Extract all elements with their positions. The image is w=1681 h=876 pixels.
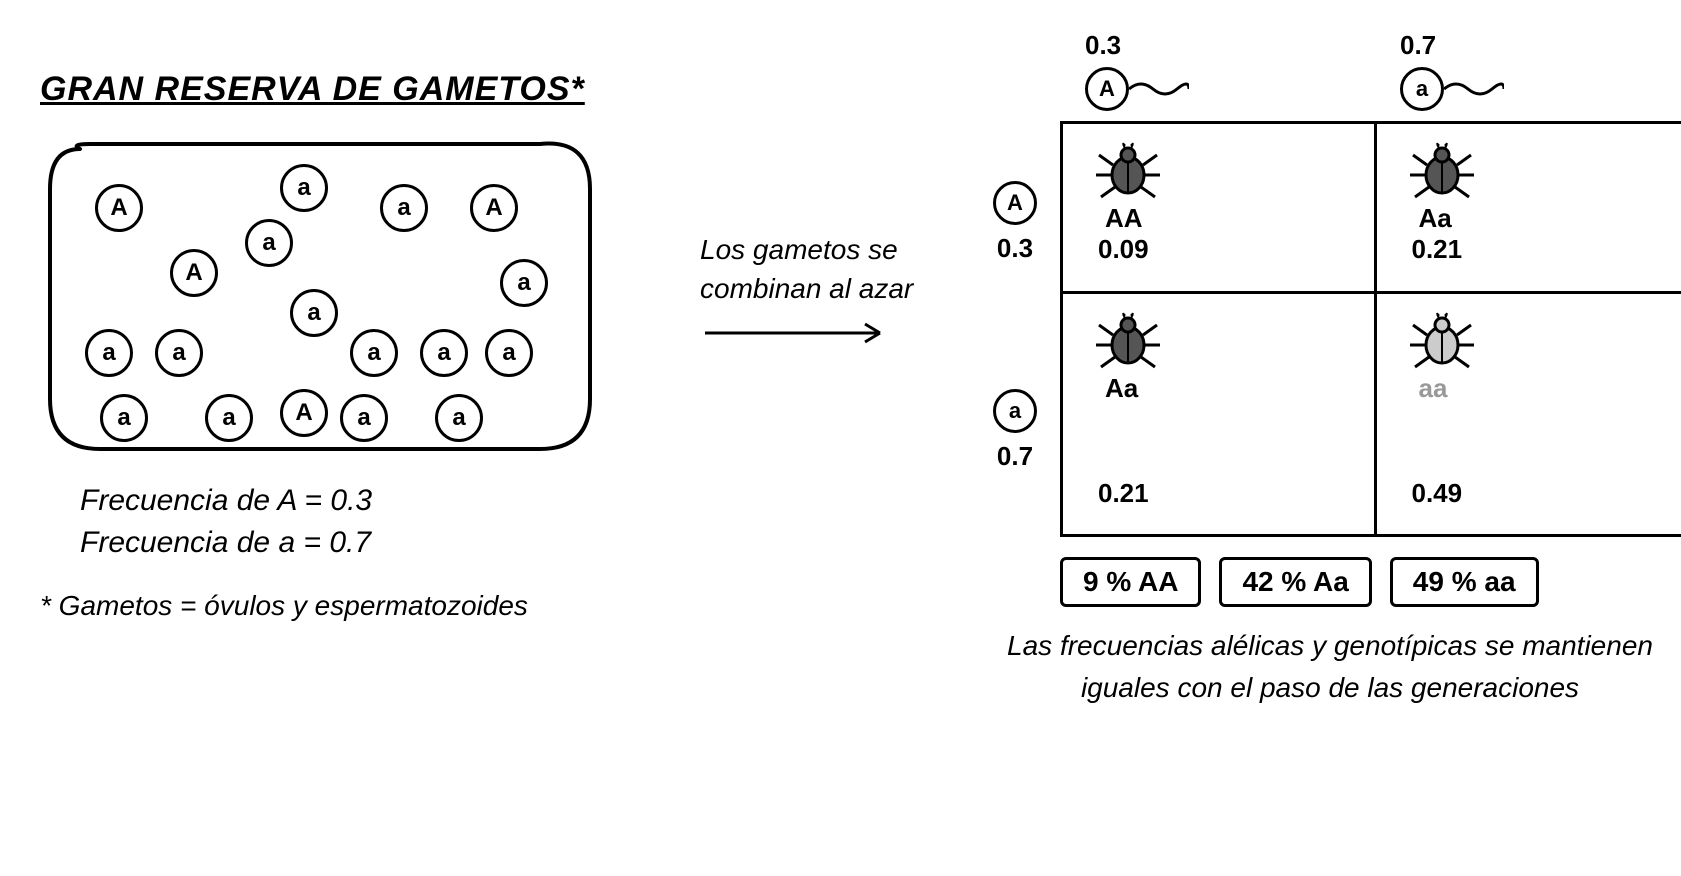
arrow-text: Los gametos se combinan al azar — [700, 230, 930, 308]
arrow-text-line1: Los gametos se — [700, 234, 898, 265]
cell-AA: AA 0.09 — [1063, 124, 1377, 291]
gamete-a: a — [350, 329, 398, 377]
col-header-A: 0.3 A — [1060, 30, 1375, 121]
gamete-A: A — [280, 389, 328, 437]
genotype-AA: AA — [1105, 203, 1143, 234]
footnote: * Gametos = óvulos y espermatozoides — [40, 590, 660, 622]
bug-icon — [1407, 139, 1477, 199]
gamete-a: a — [290, 289, 338, 337]
summary-aa: 49 % aa — [1390, 557, 1539, 607]
freq-a-lower: Frecuencia de a = 0.7 — [80, 526, 660, 560]
diagram-container: GRAN RESERVA DE GAMETOS* AaaAAaaaaaaaaaa… — [40, 30, 1641, 709]
egg-a: a — [993, 389, 1037, 433]
punnett-body: A 0.3 a 0.7 — [970, 121, 1681, 537]
prob-Aa2: 0.21 — [1098, 478, 1149, 519]
bug-icon — [1093, 309, 1163, 369]
middle-panel: Los gametos se combinan al azar — [700, 30, 930, 353]
genotype-aa: aa — [1419, 373, 1448, 404]
freq-a-caps: Frecuencia de A = 0.3 — [80, 484, 660, 518]
row-header-a: a 0.7 — [970, 329, 1060, 537]
cell-aa: aa 0.49 — [1377, 294, 1681, 534]
gamete-a: a — [100, 394, 148, 442]
bottom-text: Las frecuencias alélicas y genotípicas s… — [970, 625, 1681, 709]
punnett-square: 0.3 A 0.7 a — [970, 30, 1681, 709]
left-panel: GRAN RESERVA DE GAMETOS* AaaAAaaaaaaaaaa… — [40, 30, 660, 622]
row-headers: A 0.3 a 0.7 — [970, 121, 1060, 537]
sperm-icon-A: A — [1085, 67, 1189, 111]
col-headers: 0.3 A 0.7 a — [1060, 30, 1681, 121]
gamete-pool: AaaAAaaaaaaaaaaAaa — [40, 129, 600, 459]
main-title: GRAN RESERVA DE GAMETOS* — [40, 70, 660, 109]
bottom-line-2: iguales con el paso de las generaciones — [1081, 672, 1579, 703]
summary-Aa: 42 % Aa — [1219, 557, 1371, 607]
row-header-A: A 0.3 — [970, 121, 1060, 329]
sperm-tail-icon — [1129, 79, 1189, 99]
gamete-a: a — [380, 184, 428, 232]
gamete-a: a — [340, 394, 388, 442]
right-panel: 0.3 A 0.7 a — [970, 30, 1681, 709]
gamete-A: A — [95, 184, 143, 232]
bottom-line-1: Las frecuencias alélicas y genotípicas s… — [1007, 630, 1653, 661]
gamete-a: a — [435, 394, 483, 442]
row-freq-1: 0.7 — [997, 441, 1033, 472]
bug-icon — [1093, 139, 1163, 199]
punnett-grid: AA 0.09 Aa 0.21 — [1060, 121, 1681, 537]
gamete-a: a — [245, 219, 293, 267]
gamete-a: a — [500, 259, 548, 307]
genotype-Aa1: Aa — [1419, 203, 1452, 234]
row-freq-0: 0.3 — [997, 233, 1033, 264]
prob-Aa1: 0.21 — [1412, 234, 1463, 265]
arrow-text-line2: combinan al azar — [700, 273, 913, 304]
egg-A: A — [993, 181, 1037, 225]
arrow-icon — [700, 318, 900, 348]
gamete-a: a — [155, 329, 203, 377]
grid-row-1: Aa 0.21 aa 0.49 — [1063, 294, 1681, 534]
gamete-a: a — [420, 329, 468, 377]
grid-row-0: AA 0.09 Aa 0.21 — [1063, 124, 1681, 294]
gamete-a: a — [280, 164, 328, 212]
summary-boxes: 9 % AA 42 % Aa 49 % aa — [1060, 557, 1681, 607]
prob-AA: 0.09 — [1098, 234, 1149, 265]
col-header-a: 0.7 a — [1375, 30, 1681, 121]
genotype-Aa2: Aa — [1105, 373, 1138, 404]
gamete-a: a — [205, 394, 253, 442]
cell-Aa-bottom: Aa 0.21 — [1063, 294, 1377, 534]
sperm-head-a: a — [1400, 67, 1444, 111]
gamete-A: A — [470, 184, 518, 232]
col-freq-1: 0.7 — [1400, 30, 1681, 61]
sperm-head-A: A — [1085, 67, 1129, 111]
sperm-icon-a: a — [1400, 67, 1504, 111]
gamete-a: a — [485, 329, 533, 377]
bug-icon — [1407, 309, 1477, 369]
cell-Aa-top: Aa 0.21 — [1377, 124, 1681, 291]
sperm-tail-icon — [1444, 79, 1504, 99]
gamete-A: A — [170, 249, 218, 297]
summary-AA: 9 % AA — [1060, 557, 1201, 607]
gamete-a: a — [85, 329, 133, 377]
prob-aa: 0.49 — [1412, 478, 1463, 519]
col-freq-0: 0.3 — [1085, 30, 1375, 61]
